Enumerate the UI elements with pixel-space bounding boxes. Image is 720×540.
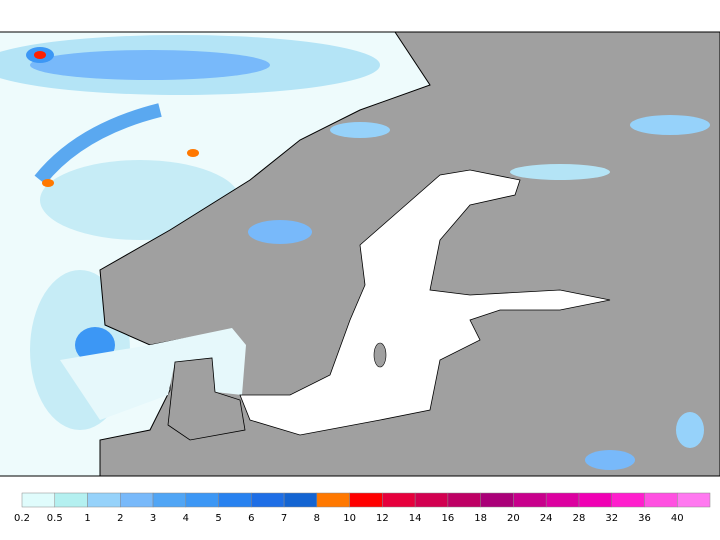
precip-max <box>42 179 54 187</box>
colorbar-box <box>545 492 580 508</box>
colorbar-label: 14 <box>409 513 422 524</box>
colorbar-box <box>21 492 56 508</box>
colorbar-label: 28 <box>573 513 586 524</box>
precip-area <box>630 115 710 135</box>
colorbar: 0.2 0.5 1 2 3 4 5 6 7 8 10 12 14 16 18 20 24 28 32 36 40 <box>14 492 711 524</box>
land <box>167 357 246 441</box>
colorbar-label: 0.2 <box>14 513 30 524</box>
colorbar-box <box>611 492 645 508</box>
colorbar-box <box>316 492 350 508</box>
colorbar-label: 18 <box>474 513 487 524</box>
precip-area <box>510 164 610 180</box>
baltic-sea <box>239 169 611 436</box>
colorbar-label: 20 <box>507 513 520 524</box>
colorbar-label: 5 <box>215 513 221 524</box>
precip-area <box>585 450 635 470</box>
colorbar-label: 40 <box>671 513 684 524</box>
colorbar-box <box>513 492 547 508</box>
colorbar-label: 2 <box>117 513 123 524</box>
precip-band <box>34 103 162 185</box>
sea <box>60 328 246 420</box>
colorbar-label: 16 <box>442 513 455 524</box>
colorbar-label: 24 <box>540 513 553 524</box>
colorbar-box <box>251 492 285 508</box>
colorbar-label: 4 <box>183 513 189 524</box>
colorbar-box <box>578 492 612 508</box>
precip-max <box>187 149 199 157</box>
colorbar-label: 10 <box>343 513 356 524</box>
colorbar-box <box>120 492 154 508</box>
colorbar-box <box>152 492 187 508</box>
precip-area <box>676 412 704 448</box>
precip-area <box>30 50 270 80</box>
colorbar-box <box>382 492 416 508</box>
map <box>0 31 720 477</box>
colorbar-box <box>447 492 481 508</box>
colorbar-label: 32 <box>605 513 618 524</box>
colorbar-box <box>185 492 219 508</box>
island <box>373 342 387 368</box>
colorbar-label: 36 <box>638 513 651 524</box>
colorbar-box <box>676 492 711 508</box>
colorbar-box <box>644 492 678 508</box>
colorbar-label: 6 <box>248 513 254 524</box>
colorbar-box <box>54 492 88 508</box>
colorbar-label: 12 <box>376 513 389 524</box>
colorbar-box <box>218 492 252 508</box>
colorbar-label: 3 <box>150 513 156 524</box>
colorbar-box <box>283 492 318 508</box>
precip-max <box>34 51 46 59</box>
colorbar-box <box>480 492 514 508</box>
colorbar-label: 7 <box>281 513 287 524</box>
colorbar-label: 1 <box>84 513 90 524</box>
colorbar-label: 0.5 <box>47 513 63 524</box>
precip-area <box>330 122 390 138</box>
colorbar-box <box>349 492 383 508</box>
colorbar-label: 8 <box>314 513 320 524</box>
colorbar-box <box>414 492 449 508</box>
precip-area <box>248 220 312 244</box>
colorbar-box <box>87 492 121 508</box>
